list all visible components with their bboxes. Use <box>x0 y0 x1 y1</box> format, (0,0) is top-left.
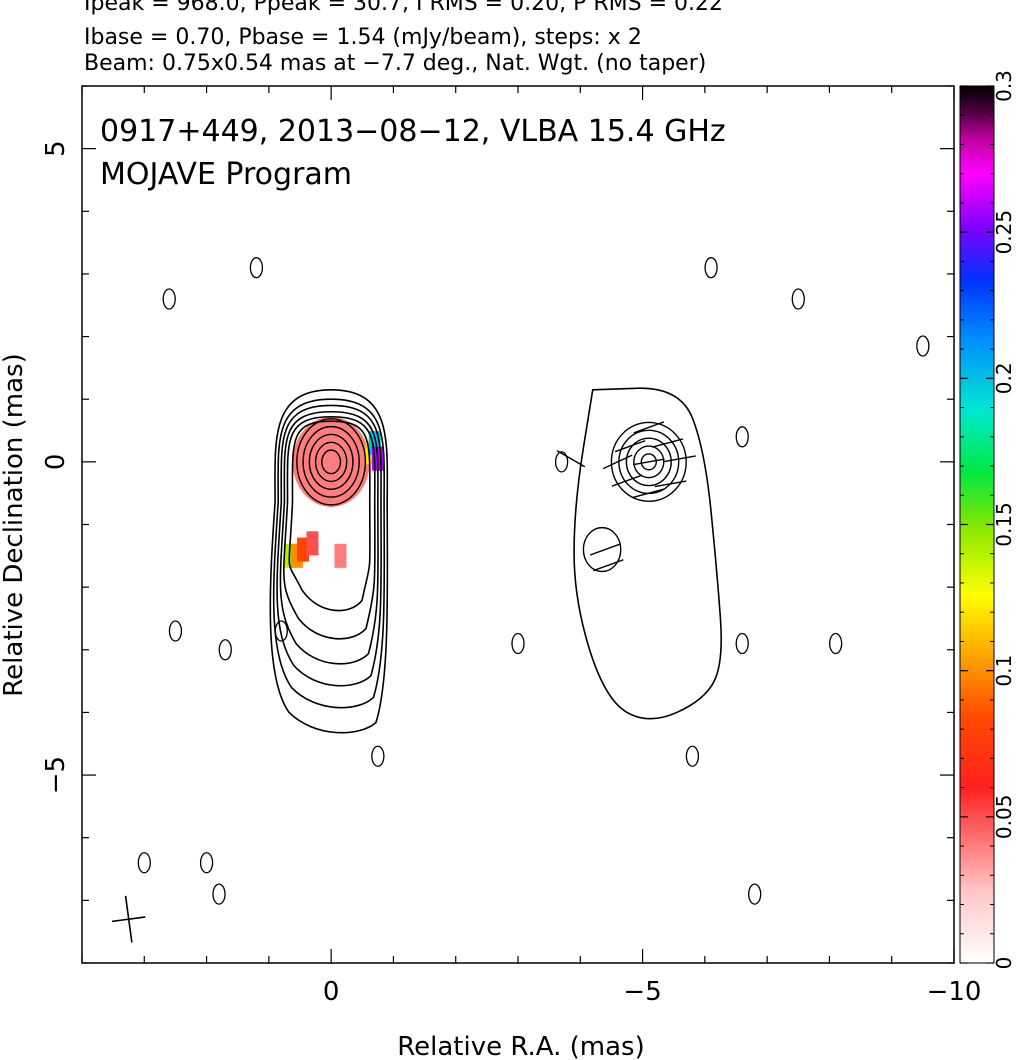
noise-island-contour <box>137 852 151 874</box>
x-tick-label: −10 <box>927 977 982 1007</box>
plot-frame <box>81 85 955 964</box>
polarization-fill-layer <box>284 416 384 568</box>
intensity-contour <box>272 398 386 709</box>
noise-island-contour <box>748 883 762 905</box>
x-tick-label: −5 <box>623 977 661 1007</box>
frac-pol-core-patch <box>292 416 370 507</box>
intensity-core-contour <box>314 441 348 483</box>
intensity-core-contour <box>321 449 342 475</box>
evpa-stick <box>651 438 684 448</box>
x-axis-label: Relative R.A. (mas) <box>397 1032 644 1060</box>
header-line-2: Ibase = 0.70, Pbase = 1.54 (mJy/beam), s… <box>84 25 642 50</box>
noise-island-contour <box>274 620 288 642</box>
noise-island-contour <box>371 745 385 767</box>
intensity-contour <box>269 389 389 734</box>
evpa-stick <box>593 559 624 572</box>
intensity-contour <box>276 404 382 687</box>
colorbar-tick-label: 0.1 <box>992 655 1016 687</box>
x-tick-label: 0 <box>323 977 340 1007</box>
intensity-core-contour <box>296 418 367 506</box>
plot-frame-layer <box>81 85 955 964</box>
header-line-1: Ipeak = 968.0, Ppeak = 30.7, I RMS = 0.2… <box>84 0 723 16</box>
evpa-stick-layer <box>556 421 696 572</box>
colorbar-tick-label: 0.05 <box>992 795 1016 840</box>
y-tick-label: 0 <box>41 454 71 471</box>
noise-island-contour <box>199 852 214 874</box>
evpa-stick <box>614 440 646 453</box>
y-tick-label: 5 <box>41 140 71 157</box>
colorbar-tick-label: 0.3 <box>992 70 1016 102</box>
evpa-stick <box>633 488 665 498</box>
chart-subtitle: MOJAVE Program <box>100 157 352 192</box>
colorbar-layer <box>959 85 995 964</box>
frac-pol-patch <box>297 537 310 562</box>
evpa-stick <box>611 474 643 487</box>
intensity-core-contour <box>302 425 360 498</box>
intensity-contour <box>288 420 371 612</box>
beam-minor-axis <box>111 916 146 923</box>
colorbar-tick-label: 0.15 <box>992 502 1016 547</box>
colorbar-tick-label: 0.25 <box>992 210 1016 255</box>
intensity-contour <box>283 415 376 640</box>
colorbar-tick-label: 0 <box>992 957 1016 970</box>
noise-island-contour <box>511 632 525 655</box>
noise-island-contour <box>916 335 930 357</box>
polarization-core-contour <box>610 421 687 503</box>
polarization-core-contour <box>640 453 657 471</box>
noise-island-contour <box>218 639 232 661</box>
header-line-3: Beam: 0.75x0.54 mas at −7.7 deg., Nat. W… <box>84 51 707 76</box>
y-tick-label: −5 <box>41 756 71 794</box>
noise-island-contour <box>685 745 700 767</box>
evpa-stick <box>602 454 633 470</box>
noise-island-contour <box>735 426 749 448</box>
polarization-knot-contour <box>582 526 622 573</box>
polarization-core-contour <box>633 445 665 479</box>
polarization-core-contour <box>625 437 672 487</box>
text-layer: 0917+449, 2013−08−12, VLBA 15.4 GHz MOJA… <box>0 70 1016 1060</box>
evpa-stick <box>654 480 687 488</box>
noise-island-contour <box>168 620 183 642</box>
contour-layer <box>137 257 930 905</box>
chart-title: 0917+449, 2013−08−12, VLBA 15.4 GHz <box>100 114 726 149</box>
noise-island-contour <box>249 257 264 279</box>
polarization-outline-contour <box>573 387 722 720</box>
noise-island-contour <box>162 288 176 310</box>
evpa-stick <box>632 458 665 466</box>
evpa-stick <box>664 455 696 463</box>
frac-pol-patch <box>334 543 347 568</box>
noise-island-contour <box>704 257 718 279</box>
colorbar-tick-label: 0.2 <box>992 362 1016 394</box>
intensity-core-contour <box>308 433 354 490</box>
noise-island-contour <box>554 451 569 473</box>
y-axis-label: Relative Declination (mas) <box>0 353 29 696</box>
noise-island-contour <box>735 632 749 655</box>
frac-pol-patch <box>306 531 319 556</box>
evpa-stick <box>556 450 586 468</box>
evpa-stick <box>633 421 665 434</box>
noise-island-contour <box>829 632 843 655</box>
noise-island-contour <box>212 883 226 905</box>
evpa-stick <box>589 543 621 556</box>
intensity-contour <box>279 410 379 665</box>
noise-island-contour <box>791 288 805 310</box>
